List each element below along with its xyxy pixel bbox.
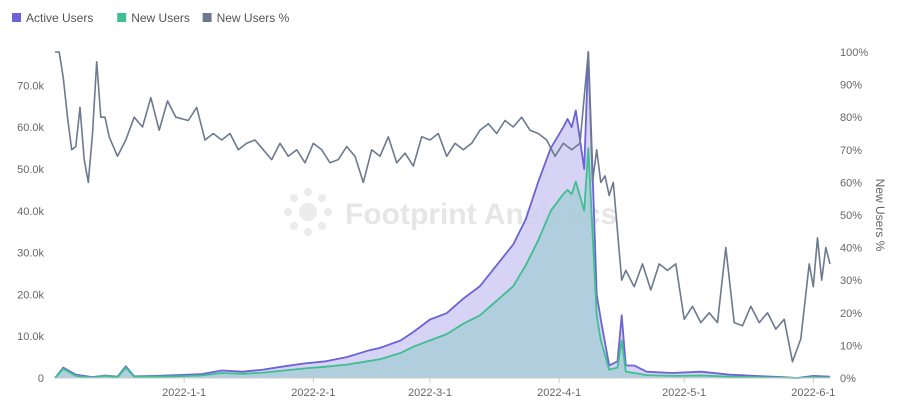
x-tick-label: 2022-3-1 [408, 387, 452, 399]
y-right-tick-label: 30% [840, 275, 862, 287]
y-axis-right-title: New Users % [873, 179, 887, 252]
x-tick-label: 2022-5-1 [662, 387, 706, 399]
y-right-tick-label: 80% [840, 112, 862, 124]
y-right-tick-label: 0% [840, 373, 856, 385]
legend-swatch-new-users [117, 13, 127, 22]
legend-swatch-active-users [12, 13, 21, 22]
y-right-tick-label: 70% [840, 145, 862, 157]
y-left-tick-label: 20.0k [17, 289, 44, 301]
x-tick-label: 2022-6-1 [791, 387, 835, 399]
y-left-tick-label: 10.0k [17, 331, 44, 343]
y-right-tick-label: 90% [840, 80, 862, 92]
x-tick-label: 2022-1-1 [162, 387, 206, 399]
area-new-users [55, 148, 830, 378]
y-right-tick-label: 40% [840, 243, 862, 255]
y-right-tick-label: 10% [840, 340, 862, 352]
y-left-tick-label: 40.0k [17, 206, 44, 218]
y-left-tick-label: 50.0k [17, 164, 44, 176]
x-tick-label: 2022-4-1 [537, 387, 581, 399]
legend-label-new-users: New Users [131, 11, 190, 25]
x-axis-ticks: 2022-1-1 2022-2-1 2022-3-1 2022-4-1 2022-5-1… [162, 378, 835, 399]
x-tick-label: 2022-2-1 [291, 387, 335, 399]
chart-legend: Active Users New Users New Users % [12, 11, 290, 25]
y-axis-left-ticks: 0 10.0k 20.0k 30.0k 40.0k 50.0k 60.0k 70.0k [17, 80, 44, 385]
series-line-new-users-pct [55, 51, 831, 363]
series-line-new-users [54, 147, 831, 379]
legend-swatch-new-users-pct [202, 13, 212, 22]
legend-label-active-users: Active Users [26, 11, 93, 25]
y-left-tick-label: 30.0k [17, 248, 44, 260]
footprint-logo-icon [284, 188, 332, 236]
y-right-tick-label: 20% [840, 308, 862, 320]
y-left-tick-label: 70.0k [17, 80, 44, 92]
y-left-tick-label: 0 [38, 373, 44, 385]
y-right-tick-label: 60% [840, 177, 862, 189]
legend-label-new-users-pct: New Users % [217, 11, 290, 25]
y-right-tick-label: 50% [840, 210, 862, 222]
y-axis-right-ticks: 0% 10% 20% 30% 40% 50% 60% 70% 80% 90% 100% [840, 47, 868, 385]
line-layer [54, 51, 831, 379]
y-left-tick-label: 60.0k [17, 122, 44, 134]
series-line-active-users [54, 51, 831, 379]
y-right-tick-label: 100% [840, 47, 868, 59]
